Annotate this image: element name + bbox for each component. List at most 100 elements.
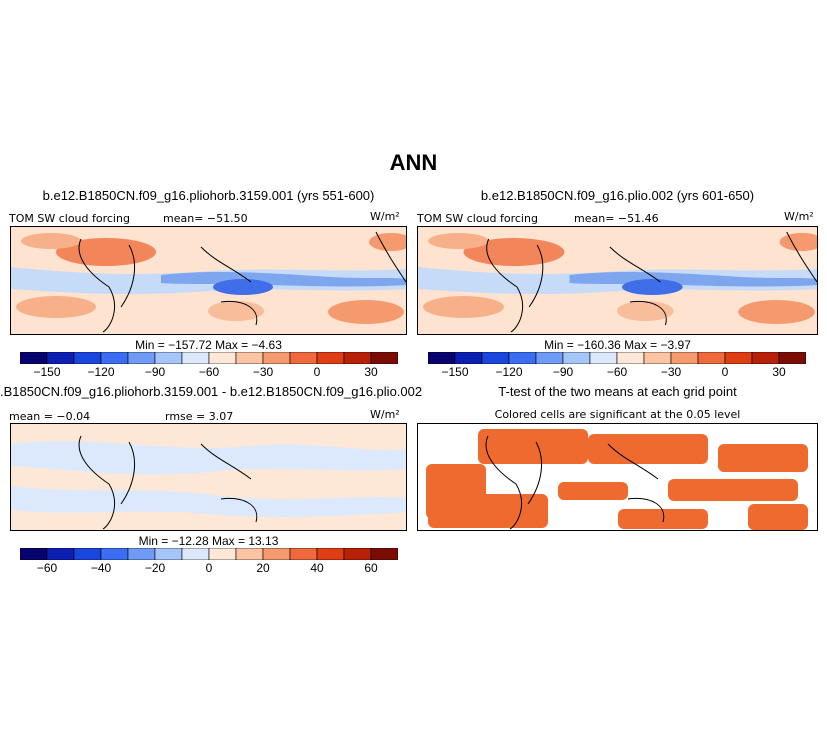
colorbar-2-swatch	[235, 548, 264, 560]
negative-anomaly-band-south	[11, 486, 406, 518]
panel1-title: b.e12.B1850CN.f09_g16.pliohorb.3159.001 …	[42, 188, 375, 203]
panel1-colorbar	[20, 352, 398, 364]
colorbar-0-swatch	[73, 352, 102, 364]
panel2-units: W/m²	[784, 210, 814, 223]
colorbar-0-swatch	[289, 352, 318, 364]
panel3-colorbar	[20, 548, 398, 560]
colorbar-2-tick-label: 0	[205, 561, 213, 575]
america-coastline	[375, 231, 406, 283]
panel2-var-label: TOM SW cloud forcing	[417, 212, 538, 225]
asia-australia-coastline	[200, 246, 258, 326]
figure-title: ANN	[389, 150, 438, 175]
colorbar-1-swatch	[616, 352, 645, 364]
colorbar-2-swatch	[154, 548, 183, 560]
africa-coastline	[485, 435, 542, 530]
north-atlantic-high	[428, 233, 489, 249]
significant-region	[478, 429, 588, 464]
colorbar-2-tick-label: 40	[310, 561, 324, 575]
sahara-high	[463, 238, 565, 266]
maritime-continent-core	[213, 279, 273, 295]
panel3-stats: Min = −12.28 Max = 13.13	[138, 534, 279, 548]
asia-australia-coastline	[609, 246, 667, 326]
panel2-mean: mean= −51.46	[574, 212, 659, 225]
colorbar-0-swatch	[46, 352, 75, 364]
colorbar-1-tick-label: −120	[495, 365, 523, 379]
panel4-title: T-test of the two means at each grid poi…	[498, 384, 737, 399]
colorbar-2-swatch	[20, 548, 48, 560]
significant-region	[428, 494, 548, 528]
south-pacific-high	[738, 300, 815, 324]
colorbar-1-swatch	[589, 352, 618, 364]
south-pacific-high	[328, 300, 404, 324]
panel3-mean: mean = −0.04	[9, 410, 91, 423]
south-atlantic-high	[16, 296, 96, 318]
north-america-high	[779, 233, 817, 251]
sahara-high	[56, 238, 156, 266]
colorbar-0-swatch	[343, 352, 372, 364]
colorbar-0-swatch	[154, 352, 183, 364]
panel3-units: W/m²	[370, 408, 400, 421]
colorbar-1-tick-label: −90	[552, 365, 574, 379]
colorbar-0-swatch	[127, 352, 156, 364]
panel3-map	[10, 423, 407, 531]
colorbar-2-tick-label: −20	[144, 561, 166, 575]
maritime-continent-core	[622, 279, 683, 295]
colorbar-1-swatch	[508, 352, 537, 364]
colorbar-2-swatch	[262, 548, 291, 560]
colorbar-1-tick-label: 30	[772, 365, 786, 379]
panel2-stats: Min = −160.36 Max = −3.97	[544, 338, 691, 352]
panel2-map	[417, 226, 818, 335]
panel3-title: .B1850CN.f09_g16.pliohorb.3159.001 - b.e…	[0, 384, 423, 399]
colorbar-2-swatch	[370, 548, 398, 560]
africa-coastline	[78, 435, 135, 530]
colorbar-1-swatch	[481, 352, 510, 364]
colorbar-0-tick-label: 30	[364, 365, 378, 379]
panel2-colorbar	[428, 352, 806, 364]
australia-high	[208, 301, 264, 321]
colorbar-1-swatch	[428, 352, 456, 364]
colorbar-1-swatch	[643, 352, 672, 364]
colorbar-0-swatch	[262, 352, 291, 364]
colorbar-1-swatch	[697, 352, 726, 364]
colorbar-2-swatch	[100, 548, 129, 560]
colorbar-2-tick-label: 20	[256, 561, 270, 575]
colorbar-0-tick-label: −30	[252, 365, 274, 379]
significant-region	[618, 509, 708, 529]
colorbar-0-swatch	[208, 352, 237, 364]
colorbar-1-tick-label: −150	[441, 365, 469, 379]
colorbar-2-swatch	[127, 548, 156, 560]
panel2-field	[418, 227, 817, 334]
america-coastline	[786, 231, 817, 283]
significant-region	[588, 434, 708, 464]
colorbar-2-tick-label: −60	[36, 561, 58, 575]
panel3-rmse: rmse = 3.07	[165, 410, 234, 423]
colorbar-1-swatch	[751, 352, 780, 364]
colorbar-1-swatch	[724, 352, 753, 364]
colorbar-1-tick-label: −60	[606, 365, 628, 379]
negative-anomaly-band-north	[11, 441, 406, 475]
colorbar-1-swatch	[562, 352, 591, 364]
south-atlantic-high	[423, 296, 504, 318]
colorbar-2-tick-label: −40	[90, 561, 112, 575]
significant-region	[668, 479, 798, 501]
asia-australia-coastline	[200, 443, 258, 523]
panel4-subtitle: Colored cells are significant at the 0.0…	[494, 408, 741, 421]
colorbar-2-swatch	[181, 548, 210, 560]
colorbar-0-swatch	[316, 352, 345, 364]
significant-region	[558, 482, 628, 500]
colorbar-1-tick-label: −30	[660, 365, 682, 379]
colorbar-0-tick-label: −120	[87, 365, 115, 379]
panel1-mean: mean= −51.50	[163, 212, 248, 225]
colorbar-2-swatch	[289, 548, 318, 560]
significant-region	[718, 444, 808, 472]
colorbar-1-swatch	[535, 352, 564, 364]
colorbar-1-tick-label: 0	[721, 365, 729, 379]
africa-coastline	[486, 238, 544, 333]
significant-region	[748, 504, 808, 530]
colorbar-1-swatch	[670, 352, 699, 364]
colorbar-1-swatch	[454, 352, 483, 364]
panel1-field	[11, 227, 406, 334]
panel1-stats: Min = −157.72 Max = −4.63	[135, 338, 282, 352]
colorbar-2-swatch	[343, 548, 372, 560]
north-atlantic-high	[21, 233, 81, 249]
